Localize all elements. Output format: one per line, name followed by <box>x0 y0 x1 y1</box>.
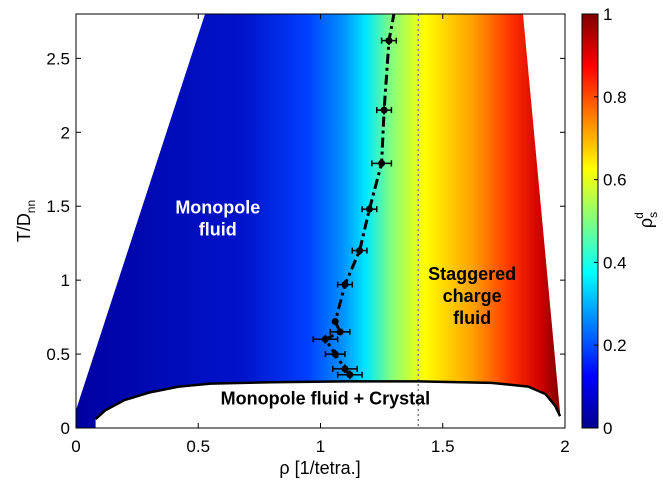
data-point <box>341 365 349 373</box>
y-tick-label: 1 <box>61 271 70 290</box>
colorbar-tick-label: 0 <box>603 419 612 438</box>
x-tick-label: 1 <box>316 437 325 456</box>
x-axis-label: ρ [1/tetra.] <box>279 458 360 478</box>
y-tick-label: 0 <box>61 419 70 438</box>
y-axis-label-main: T/D <box>14 213 34 242</box>
data-point <box>341 281 349 289</box>
region-label-line: Monopole fluid + Crystal <box>221 388 431 408</box>
colorbar-label-group: ρsd <box>632 212 660 228</box>
colorbar-tick-label: 0.4 <box>603 253 627 272</box>
region-label-line: Staggered <box>428 264 516 284</box>
y-tick-label: 0.5 <box>46 345 70 364</box>
data-point <box>331 350 339 358</box>
colorbar-ticks: 0 0.2 0.4 0.6 0.8 1 <box>594 5 627 438</box>
colorbar-tick-label: 0.8 <box>603 88 627 107</box>
transition-line-series <box>312 14 398 380</box>
data-point <box>336 328 344 336</box>
y-tick-label: 2 <box>61 123 70 142</box>
x-axis-ticks: 0 0.5 1 1.5 2 <box>71 14 570 456</box>
region-label-line: fluid <box>199 220 237 240</box>
y-tick-label: 1.5 <box>46 197 70 216</box>
colorbar <box>581 13 599 429</box>
data-point <box>321 335 329 343</box>
region-label: Monopole fluid <box>175 198 260 240</box>
y-axis-label: T/Dnn <box>14 200 38 242</box>
colorbar-label-main: ρ <box>636 218 656 228</box>
heatmap-layer <box>76 14 562 428</box>
data-point <box>356 247 364 255</box>
y-tick-label: 2.5 <box>46 49 70 68</box>
region-label-line: fluid <box>453 308 491 328</box>
colorbar-label-superscript: d <box>632 212 646 219</box>
colorbar-label-subscript: s <box>646 212 660 218</box>
region-label-line: Monopole <box>175 198 260 218</box>
region-label: Staggered charge fluid <box>428 264 516 328</box>
y-axis-ticks: 0 0.5 1 1.5 2 2.5 <box>46 49 565 438</box>
data-point <box>378 159 386 167</box>
region-label: Monopole fluid + Crystal <box>221 388 431 408</box>
crystal-region <box>95 381 561 428</box>
data-point <box>346 371 354 379</box>
heatmap-region <box>76 14 560 428</box>
x-tick-label: 1.5 <box>431 437 455 456</box>
data-point <box>365 205 373 213</box>
y-axis-label-subscript: nn <box>24 200 38 213</box>
x-tick-label: 2 <box>560 437 569 456</box>
data-point <box>380 106 388 114</box>
data-point <box>331 318 339 326</box>
colorbar-tick-label: 1 <box>603 5 612 24</box>
x-tick-label: 0 <box>71 437 80 456</box>
x-tick-label: 0.5 <box>186 437 210 456</box>
data-point <box>385 37 393 45</box>
crystal-boundary-curve <box>94 380 562 421</box>
y-axis-label-group: T/Dnn <box>14 200 38 242</box>
colorbar-tick-label: 0.6 <box>603 171 627 190</box>
colorbar-label: ρsd <box>632 212 660 228</box>
colorbar-tick-label: 0.2 <box>603 336 627 355</box>
region-label-line: charge <box>443 286 502 306</box>
